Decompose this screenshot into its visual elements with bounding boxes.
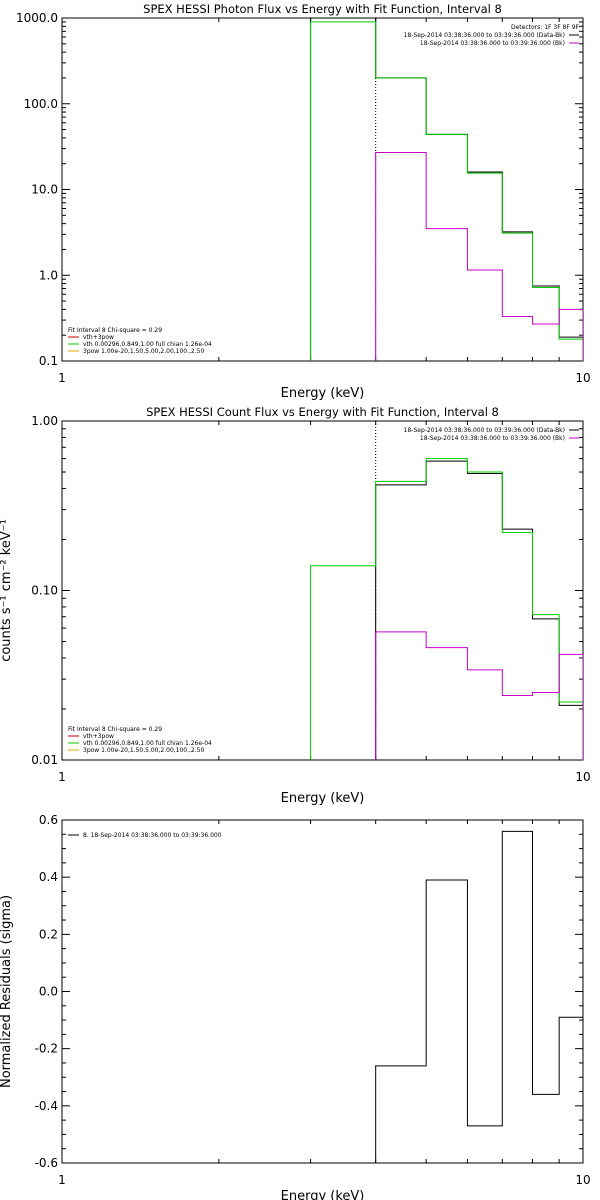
legend-left: 8. 18-Sep-2014 03:38:36.000 to 03:39:36.…: [68, 832, 222, 839]
x-axis-label: Energy (keV): [281, 791, 365, 806]
series-step-3: [375, 152, 583, 361]
legend-entry-label: 18-Sep-2014 03:38:36.000 to 03:39:36.000…: [404, 32, 565, 39]
x-tick-label: 10: [575, 770, 590, 784]
legend-entry-label: 3pow 1.00e-20,1.50,5.00,2.00,100.,2.50: [83, 348, 204, 355]
legend-entry-label: 18-Sep-2014 03:38:36.000 to 03:39:36.000…: [420, 435, 565, 442]
legend-title: Fit Interval 8 Chi-square = 0.29: [68, 327, 162, 334]
y-tick-label: 1.0: [39, 268, 58, 282]
legend-entry-label: 18-Sep-2014 03:38:36.000 to 03:39:36.000…: [420, 40, 565, 47]
plot-frame: [61, 17, 584, 362]
legend-left: Fit Interval 8 Chi-square = 0.29vth+3pow…: [68, 327, 212, 355]
x-tick-label: 1: [58, 770, 66, 784]
y-tick-label: 0.1: [39, 354, 58, 368]
legend-entry-label: vth+3pow: [83, 733, 114, 740]
legend-entry-label: vth 0.00296,0.849,1.00 full chian 1.26e-…: [83, 341, 212, 348]
y-tick-label: 100.0: [24, 97, 58, 111]
legend-left: Fit Interval 8 Chi-square = 0.29vth+3pow…: [68, 726, 212, 754]
y-tick-label: 0.6: [39, 813, 58, 827]
x-axis-label: Energy (keV): [281, 386, 365, 401]
data-area: [310, 18, 583, 361]
legend-entry-label: 8. 18-Sep-2014 03:38:36.000 to 03:39:36.…: [83, 832, 222, 839]
chart-panel-1: SPEX HESSI Photon Flux vs Energy with Fi…: [16, 2, 591, 401]
data-area: [310, 421, 583, 760]
series-step-1: [375, 830, 583, 1163]
chart-title: SPEX HESSI Photon Flux vs Energy with Fi…: [143, 2, 502, 16]
y-tick-label: 0.2: [39, 927, 58, 941]
x-tick-label: 1: [58, 371, 66, 385]
x-tick-label: 1: [58, 1173, 66, 1187]
y-tick-label: 10.0: [31, 183, 58, 197]
plot-frame: [61, 420, 584, 761]
y-axis-label: counts s⁻¹ cm⁻² keV⁻¹: [0, 519, 14, 662]
series-step-3: [375, 631, 583, 760]
x-tick-label: 10: [575, 371, 590, 385]
data-area: [375, 830, 583, 1163]
legend-title: Detectors: 1F 3F 8F 9F: [511, 24, 580, 31]
y-tick-label: 0.4: [39, 870, 58, 884]
y-tick-label: 1.00: [31, 414, 58, 428]
chart-panel-2: SPEX HESSI Count Flux vs Energy with Fit…: [0, 405, 591, 806]
series-step-1: [310, 18, 583, 361]
y-tick-label: -0.6: [35, 1156, 58, 1170]
legend-entry-label: 18-Sep-2014 03:38:36.000 to 03:39:36.000…: [404, 427, 565, 434]
series-step-2: [310, 21, 583, 361]
plot-frame: [61, 819, 584, 1164]
x-axis-label: Energy (keV): [281, 1189, 365, 1200]
x-tick-label: 10: [575, 1173, 590, 1187]
legend-title: Fit Interval 8 Chi-square = 0.29: [68, 726, 162, 733]
legend-right: 18-Sep-2014 03:38:36.000 to 03:39:36.000…: [404, 427, 579, 442]
y-axis-label: Normalized Residuals (sigma): [0, 895, 14, 1088]
y-tick-label: 0.01: [31, 753, 58, 767]
chart-panel-3: 1 10 -0.6 -0.4 -0.2 0.0 0.2 0.4 0.6 Energy (keV) N…: [0, 813, 591, 1200]
y-tick-label: 1000.0: [16, 11, 58, 25]
series-step-1: [375, 460, 583, 760]
y-tick-label: 0.10: [31, 584, 58, 598]
y-tick-label: -0.2: [35, 1042, 58, 1056]
series-step-2: [310, 458, 583, 760]
y-tick-label: 0.0: [39, 985, 58, 999]
chart-title: SPEX HESSI Count Flux vs Energy with Fit…: [146, 405, 499, 419]
legend-entry-label: vth 0.00296,0.849,1.00 full chian 1.26e-…: [83, 740, 212, 747]
legend-entry-label: 3pow 1.00e-20,1.50,5.00,2.00,100.,2.50: [83, 747, 204, 754]
y-tick-label: -0.4: [35, 1099, 58, 1113]
legend-entry-label: vth+3pow: [83, 334, 114, 341]
